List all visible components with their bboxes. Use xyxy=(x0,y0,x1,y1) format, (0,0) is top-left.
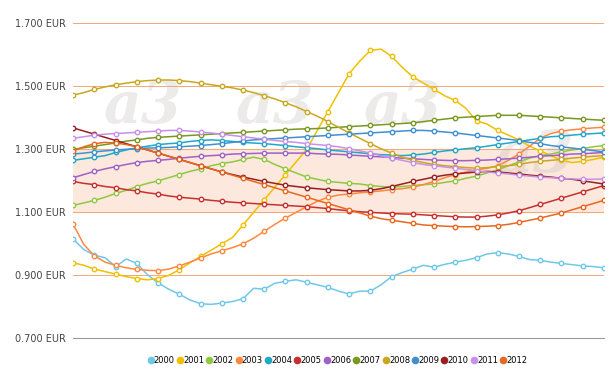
Text: a3: a3 xyxy=(496,128,574,185)
Text: a3: a3 xyxy=(363,79,442,135)
Bar xyxy=(73,149,604,212)
Text: a3: a3 xyxy=(235,79,314,135)
Legend: 2000, 2001, 2002, 2003, 2004, 2005, 2006, 2007, 2008, 2009, 2010, 2011, 2012: 2000, 2001, 2002, 2003, 2004, 2005, 2006… xyxy=(149,356,528,365)
Text: a3: a3 xyxy=(103,79,181,135)
